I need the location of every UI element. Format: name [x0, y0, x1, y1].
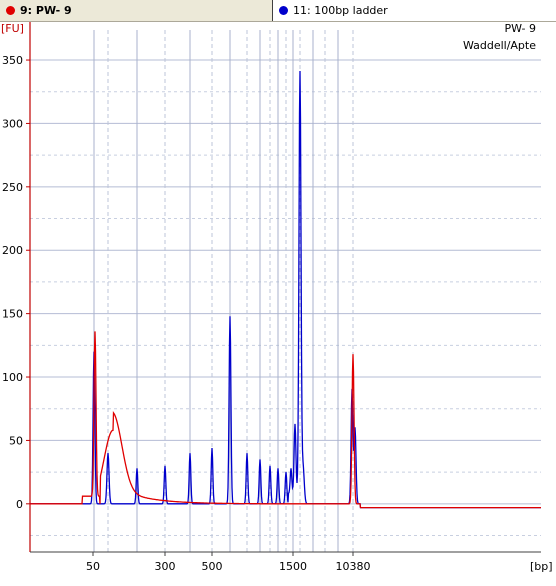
- y-tick-label-150: 150: [2, 308, 23, 321]
- y-tick-label-300: 300: [2, 117, 23, 130]
- red-dot-icon: [6, 6, 15, 15]
- tab-sample-pw9[interactable]: 9: PW- 9: [0, 0, 272, 21]
- x-tick-labels: 50 300 500 1500 10380: [86, 552, 371, 573]
- tab-label-pw9: 9: PW- 9: [20, 4, 72, 17]
- ladder-vertical-lines: [93, 30, 354, 552]
- y-tick-label-200: 200: [2, 244, 23, 257]
- annotation-sample: PW- 9: [504, 22, 536, 35]
- x-tick-label-500: 500: [202, 560, 223, 573]
- tab-bar: 9: PW- 9 11: 100bp ladder: [0, 0, 556, 22]
- y-tick-label-350: 350: [2, 54, 23, 67]
- blue-dot-icon: [279, 6, 288, 15]
- x-tick-label-1500: 1500: [279, 560, 307, 573]
- y-tick-label-50: 50: [9, 434, 23, 447]
- annotation-lab: Waddell/Apte: [463, 39, 536, 52]
- series-line-pw9: [30, 331, 541, 509]
- x-axis-label: [bp]: [530, 560, 553, 573]
- tab-ladder[interactable]: 11: 100bp ladder: [272, 0, 556, 21]
- y-tick-labels: 0 50 100 150 200 250 300 350: [2, 54, 30, 511]
- y-axis-label: [FU]: [1, 22, 24, 35]
- y-tick-label-250: 250: [2, 181, 23, 194]
- y-tick-label-0: 0: [16, 498, 23, 511]
- x-tick-label-50: 50: [86, 560, 100, 573]
- y-tick-label-100: 100: [2, 371, 23, 384]
- tab-label-ladder: 11: 100bp ladder: [293, 4, 388, 17]
- x-tick-label-10380: 10380: [336, 560, 371, 573]
- x-tick-label-300: 300: [155, 560, 176, 573]
